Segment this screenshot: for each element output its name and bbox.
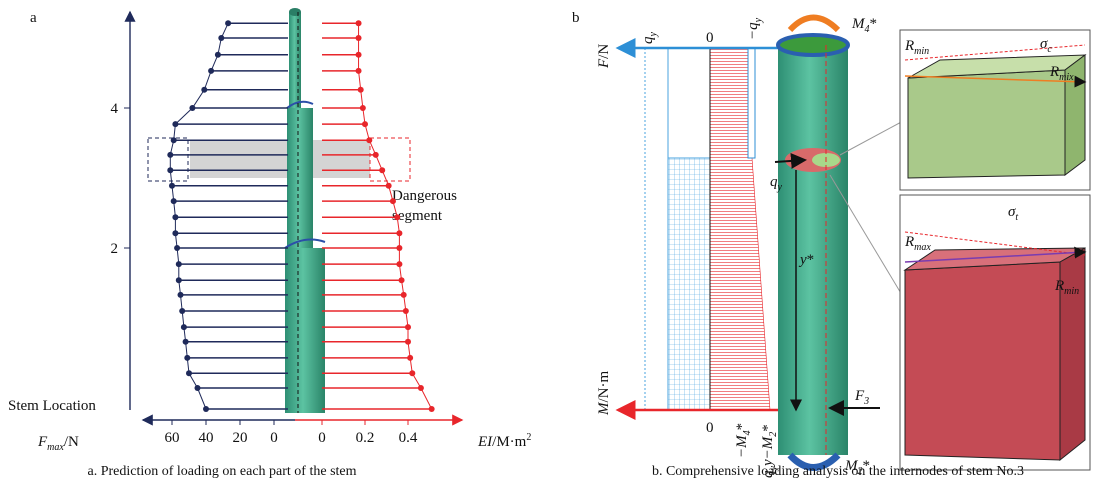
y-axis-label: Stem Location [8,398,96,414]
q-arrow [774,152,807,169]
annotation: segment [392,208,443,224]
x-tick-label: 20 [233,430,248,446]
y-tick-label: 2 [111,241,119,257]
stress-line [904,44,1086,61]
trend-line [358,23,433,410]
label: Rmax [904,234,931,253]
stem [289,12,301,108]
label: F/N [596,44,612,69]
label: σt [1008,204,1018,223]
label: Rmix [1049,64,1074,83]
neg-shear [747,47,756,159]
panel-letter: a [30,10,37,26]
x-axis-label: Fmax/N [37,434,79,453]
stem-top [289,8,301,16]
label: 0 [706,30,714,46]
x-tick-label: 0.4 [399,430,418,446]
x-tick-label: 0 [318,430,326,446]
label: qy [770,174,783,193]
label: −qy [745,17,764,40]
panel-b: b F/N qy 0 −qy M4* [572,10,1091,479]
caption: a. Prediction of loading on each part of… [87,464,356,479]
label: M2* [844,458,870,477]
leader [839,119,906,156]
label: F3 [854,388,869,407]
danger-band [190,140,370,178]
label: y* [798,252,814,268]
x-tick-label: 0.2 [356,430,375,446]
stress-line [904,231,1086,256]
stress-axis [904,75,1087,88]
annotation: Dangerous [392,188,457,204]
label: M4* [851,16,877,35]
label: qy [640,32,659,45]
x-tick-label: 0 [270,430,278,446]
x-axis-label: EI/M·m2 [477,432,531,450]
cube [904,261,1061,461]
stem-top [776,33,850,57]
panel-a: a Stem Location Fmax/N EI/M·m2 Dangerous… [8,8,531,479]
label: M/N·m [596,371,612,416]
node [286,100,314,109]
torque [787,452,841,471]
y-tick-label: 4 [111,101,119,117]
node [284,238,326,249]
label: Rmin [904,38,929,57]
label: σc [1040,36,1052,55]
torque [787,14,841,33]
stem [287,108,313,248]
trend-line [169,23,229,410]
stress-axis [904,246,1087,263]
shear-grid [667,157,711,411]
stem [285,248,325,413]
danger-box [147,137,189,182]
caption: b. Comprehensive loading analysis on the… [652,464,1024,479]
stem [778,45,848,455]
label: qyy−M2* [760,424,779,478]
label: Rmin [1054,278,1079,297]
cube [907,69,1066,179]
x-tick-label: 60 [165,430,180,446]
panel-letter: b [572,10,580,26]
moment-area [709,47,771,411]
danger-box [369,137,411,182]
leader [829,174,906,301]
label: −M4* [734,423,753,458]
x-tick-label: 40 [199,430,214,446]
label: 0 [706,420,714,436]
